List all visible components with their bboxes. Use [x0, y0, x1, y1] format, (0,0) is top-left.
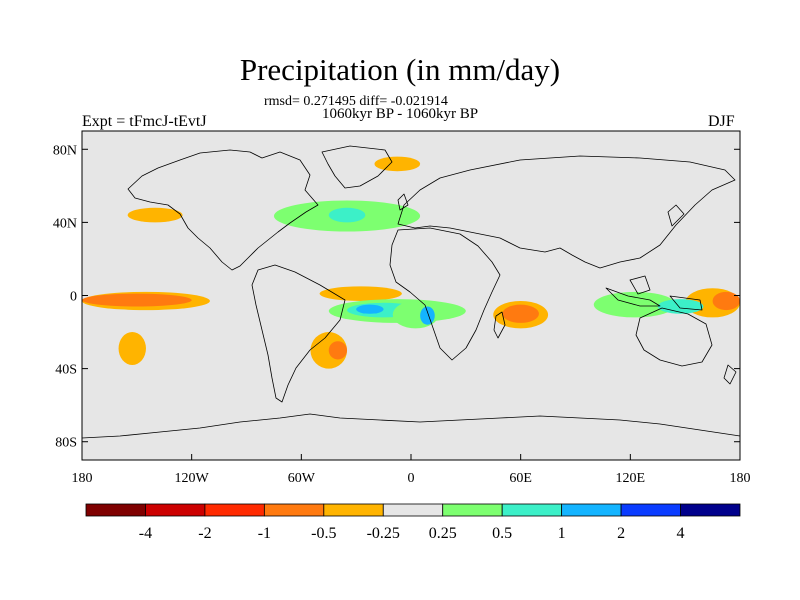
coast-africa	[389, 227, 501, 361]
colorbar-swatch-7	[501, 503, 563, 517]
anomaly-region-4	[319, 286, 402, 301]
lon-tick-label: 180	[730, 471, 751, 486]
colorbar-label: 2	[617, 525, 625, 542]
coast-uk	[397, 193, 409, 211]
colorbar-label: -0.25	[367, 525, 400, 542]
lon-tick-label: 120E	[616, 471, 646, 486]
period-label: 1060kyr BP - 1060kyr BP	[322, 106, 479, 122]
coast-new-guinea	[669, 295, 703, 311]
lat-tick-label: 80N	[53, 143, 77, 158]
colorbar-swatch-1	[145, 503, 206, 517]
experiment-label: Expt = tFmcJ-tEvtJ	[82, 113, 207, 130]
lon-tick-label: 0	[408, 471, 415, 486]
lon-tick-label: 60E	[509, 471, 532, 486]
colorbar-swatch-4	[323, 503, 384, 517]
coast-south-america	[251, 264, 346, 403]
colorbar-swatch-10	[680, 503, 741, 517]
colorbar-swatch-2	[204, 503, 265, 517]
anomaly-regions	[82, 156, 741, 369]
coast-new-zealand	[723, 364, 737, 385]
coastlines	[81, 145, 741, 439]
coast-australia	[635, 307, 713, 367]
colorbar-label: 0.5	[492, 525, 512, 542]
colorbar: -4 -2 -1 -0.5 -0.25 0.25 0.5 1 2 4	[85, 503, 741, 542]
lat-tick-label: 40N	[53, 216, 77, 231]
anomaly-region-11	[328, 341, 348, 360]
coast-antarctica	[81, 413, 741, 439]
colorbar-label: -4	[139, 525, 152, 542]
statistics-label: rmsd= 0.271495 diff= -0.021914	[264, 94, 448, 109]
colorbar-swatch-0	[85, 503, 146, 517]
colorbar-label: -2	[198, 525, 211, 542]
anomaly-region-7	[356, 304, 384, 314]
lat-tick-label: 40S	[55, 363, 77, 378]
anomaly-region-15	[328, 207, 366, 223]
lat-tick-label: 0	[70, 290, 77, 305]
anomaly-region-20	[374, 156, 421, 172]
axis-ticks	[81, 148, 741, 460]
coast-eurasia	[397, 155, 736, 269]
season-label: DJF	[708, 113, 735, 130]
colorbar-label: 4	[677, 525, 685, 542]
anomaly-region-19	[127, 207, 183, 223]
chart-title: Precipitation (in mm/day)	[239, 52, 561, 87]
coast-greenland	[321, 145, 393, 189]
anomaly-region-13	[502, 304, 539, 323]
anomaly-region-1	[82, 293, 192, 307]
anomaly-region-9	[420, 306, 435, 325]
colorbar-swatch-8	[561, 503, 622, 517]
coast-north-america	[127, 149, 319, 271]
lon-tick-label: 120W	[175, 471, 210, 486]
colorbar-label: -1	[258, 525, 271, 542]
lat-tick-label: 80S	[55, 436, 77, 451]
colorbar-swatch-9	[620, 503, 681, 517]
anomaly-region-3	[712, 291, 741, 311]
colorbar-label: 0.25	[429, 525, 457, 542]
coast-madagascar	[493, 311, 506, 339]
anomaly-region-18	[657, 299, 704, 314]
colorbar-label: -0.5	[311, 525, 336, 542]
colorbar-swatch-3	[263, 503, 325, 517]
coast-japan	[667, 204, 685, 227]
coast-indonesia	[605, 287, 661, 307]
colorbar-label: 1	[558, 525, 566, 542]
lon-tick-label: 180	[72, 471, 93, 486]
lon-tick-label: 60W	[288, 471, 316, 486]
colorbar-swatch-5	[382, 503, 444, 517]
anomaly-region-16	[118, 332, 146, 365]
colorbar-swatch-6	[442, 503, 503, 517]
coast-borneo	[629, 275, 651, 295]
